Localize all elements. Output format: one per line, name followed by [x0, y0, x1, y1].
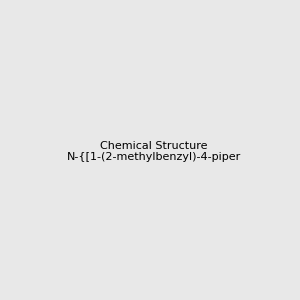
Text: Chemical Structure
N-{[1-(2-methylbenzyl)-4-piper: Chemical Structure N-{[1-(2-methylbenzyl…	[67, 141, 241, 162]
